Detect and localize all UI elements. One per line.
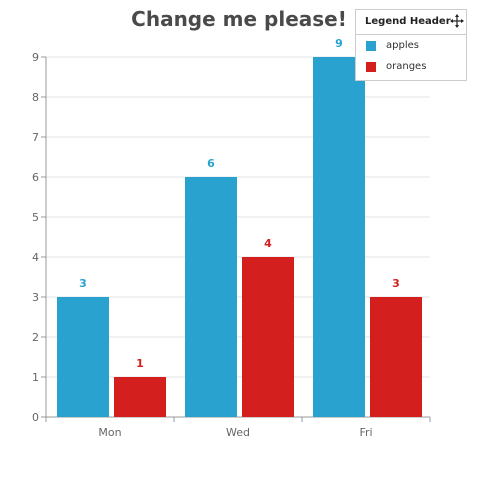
legend-swatch-apples xyxy=(366,40,376,51)
y-tick-label: 4 xyxy=(32,251,39,264)
y-tick-label: 3 xyxy=(32,291,39,304)
y-tick-label: 7 xyxy=(32,131,39,144)
y-tick-label: 9 xyxy=(32,51,39,64)
bar-oranges-mon[interactable] xyxy=(114,377,166,417)
bar-oranges-wed[interactable] xyxy=(242,257,294,417)
legend-header-label: Legend Header xyxy=(365,16,451,27)
legend-item-oranges[interactable]: oranges xyxy=(356,56,466,77)
bar-apples-mon[interactable] xyxy=(57,297,109,417)
y-tick-label: 6 xyxy=(32,171,39,184)
x-tick-label: Wed xyxy=(226,426,250,439)
legend-label-apples: apples xyxy=(386,40,419,51)
data-label: 9 xyxy=(335,37,343,50)
data-label: 3 xyxy=(79,277,87,290)
legend-header[interactable]: Legend Header xyxy=(356,10,466,35)
data-label: 4 xyxy=(264,237,272,250)
x-tick-label: Fri xyxy=(359,426,372,439)
data-label: 3 xyxy=(392,277,400,290)
move-icon[interactable] xyxy=(450,14,464,28)
y-tick-label: 1 xyxy=(32,371,39,384)
chart-title: Change me please! xyxy=(131,7,347,31)
axes: 0 1 2 3 4 5 6 7 8 9 Mon Wed Fri xyxy=(32,51,431,439)
y-tick-label: 0 xyxy=(32,411,39,424)
y-tick-label: 8 xyxy=(32,91,39,104)
data-label: 1 xyxy=(136,357,144,370)
legend-item-apples[interactable]: apples xyxy=(356,35,466,56)
legend-label-oranges: oranges xyxy=(386,61,427,72)
legend[interactable]: Legend Header apples oranges xyxy=(355,9,467,81)
y-tick-label: 5 xyxy=(32,211,39,224)
y-tick-label: 2 xyxy=(32,331,39,344)
legend-swatch-oranges xyxy=(366,61,376,72)
bar-apples-wed[interactable] xyxy=(185,177,237,417)
bar-apples-fri[interactable] xyxy=(313,57,365,417)
bars xyxy=(57,57,422,417)
data-label: 6 xyxy=(207,157,215,170)
gridlines xyxy=(46,56,430,378)
data-labels: 3 1 6 4 9 3 xyxy=(79,37,400,370)
x-tick-label: Mon xyxy=(98,426,121,439)
bar-oranges-fri[interactable] xyxy=(370,297,422,417)
